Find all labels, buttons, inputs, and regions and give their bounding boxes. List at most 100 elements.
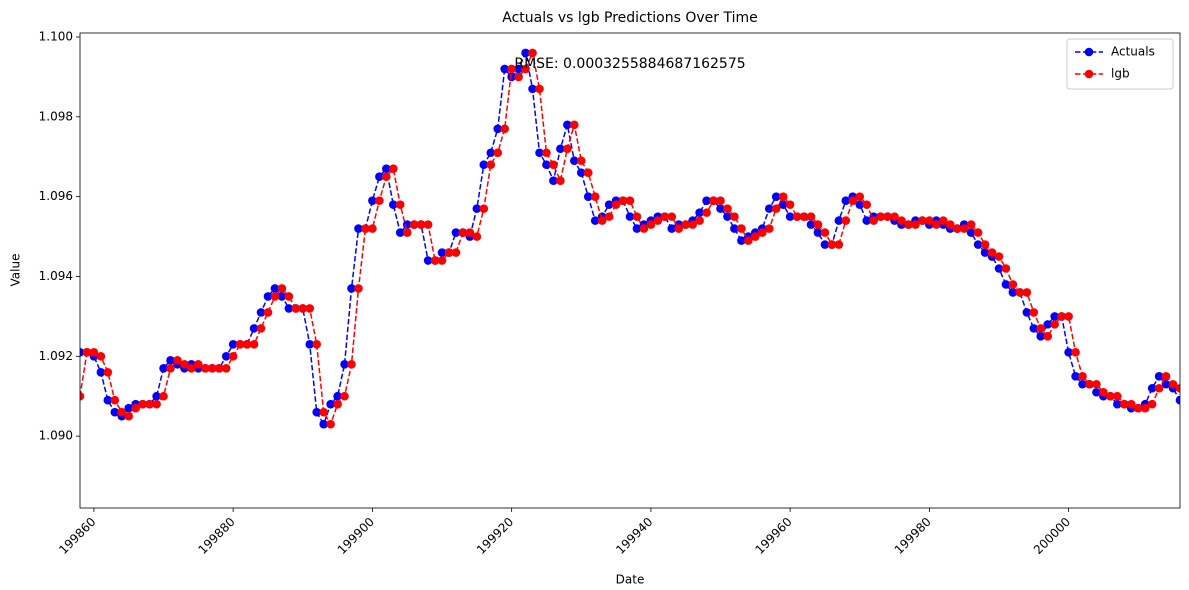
point xyxy=(354,224,363,233)
point xyxy=(131,403,140,413)
point xyxy=(256,324,266,333)
point xyxy=(799,212,809,221)
annotation: RMSE: 0.0003255884687162575 xyxy=(514,56,745,72)
point xyxy=(479,160,489,170)
point xyxy=(1120,399,1129,409)
point xyxy=(646,220,656,229)
point xyxy=(451,228,461,237)
point xyxy=(96,352,106,361)
point xyxy=(298,304,308,313)
point xyxy=(1147,383,1157,393)
point xyxy=(737,236,746,245)
point xyxy=(1050,320,1059,329)
point xyxy=(507,64,516,74)
point xyxy=(660,212,670,221)
point xyxy=(778,200,788,209)
point xyxy=(841,216,851,225)
point xyxy=(145,399,154,409)
point xyxy=(319,419,328,429)
point xyxy=(813,228,823,237)
point xyxy=(284,292,294,301)
point xyxy=(221,352,231,361)
point xyxy=(959,224,969,233)
point xyxy=(604,200,614,209)
point xyxy=(80,348,85,357)
point xyxy=(124,411,134,421)
point xyxy=(611,200,621,209)
point xyxy=(1001,280,1011,289)
point xyxy=(1029,324,1039,333)
point xyxy=(159,391,168,401)
point xyxy=(737,224,746,233)
point xyxy=(277,284,287,293)
point xyxy=(437,248,447,257)
point xyxy=(472,232,482,241)
point xyxy=(402,228,412,237)
point xyxy=(1085,379,1094,389)
point xyxy=(1140,403,1150,413)
point xyxy=(820,228,830,237)
point xyxy=(444,248,454,257)
point xyxy=(904,220,913,229)
point xyxy=(987,248,997,257)
point xyxy=(556,144,565,154)
point xyxy=(1126,399,1136,409)
point xyxy=(166,356,175,365)
point xyxy=(340,391,349,401)
y-tick-label: 1.096 xyxy=(39,189,73,203)
point xyxy=(326,399,335,409)
point xyxy=(228,340,238,349)
point xyxy=(1092,379,1101,389)
point xyxy=(500,64,509,74)
point xyxy=(1175,395,1180,405)
point xyxy=(653,216,663,225)
point xyxy=(563,144,572,154)
point xyxy=(556,176,565,185)
point xyxy=(1071,371,1080,381)
point xyxy=(542,148,551,158)
point xyxy=(326,419,335,429)
point xyxy=(938,216,948,225)
point xyxy=(883,212,892,221)
point xyxy=(80,391,85,401)
x-axis-label: Date xyxy=(616,573,645,587)
point xyxy=(1064,348,1073,357)
point xyxy=(806,212,816,221)
legend-marker xyxy=(1084,47,1094,57)
point xyxy=(312,340,322,349)
point xyxy=(730,224,739,233)
point xyxy=(166,363,175,373)
point xyxy=(994,264,1004,273)
point xyxy=(270,284,280,293)
point xyxy=(319,407,328,417)
point xyxy=(862,216,872,225)
point xyxy=(1099,387,1108,397)
point xyxy=(535,148,544,158)
point xyxy=(1001,264,1011,273)
point xyxy=(1036,324,1046,333)
point xyxy=(305,304,315,313)
point xyxy=(549,176,558,185)
point xyxy=(249,340,259,349)
point xyxy=(632,212,642,221)
point xyxy=(785,200,795,209)
point xyxy=(347,360,356,369)
point xyxy=(138,399,147,409)
point xyxy=(152,399,161,409)
point xyxy=(751,232,760,241)
point xyxy=(570,120,579,130)
point xyxy=(1106,391,1115,401)
point xyxy=(639,224,649,233)
point xyxy=(1154,371,1164,381)
point xyxy=(576,168,586,178)
point xyxy=(848,196,858,205)
point xyxy=(1154,383,1164,393)
point xyxy=(242,340,252,349)
point xyxy=(416,220,426,229)
point xyxy=(96,367,106,377)
point xyxy=(263,308,273,317)
point xyxy=(667,224,677,233)
point xyxy=(764,204,774,213)
point xyxy=(716,204,725,213)
point xyxy=(918,216,927,225)
